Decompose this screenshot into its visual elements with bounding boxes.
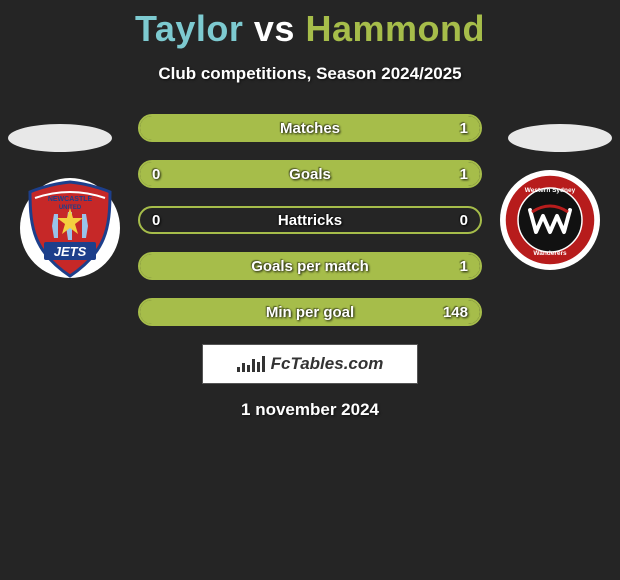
stat-row: 0Hattricks0 <box>138 206 482 234</box>
watermark-text: FcTables.com <box>271 354 384 374</box>
stat-row: 0Goals1 <box>138 160 482 188</box>
title: Taylor vs Hammond <box>0 8 620 50</box>
watermark: FcTables.com <box>202 344 418 384</box>
stat-row: Min per goal148 <box>138 298 482 326</box>
vs-text: vs <box>254 8 295 49</box>
stat-label: Goals <box>140 166 480 183</box>
player1-name: Taylor <box>135 8 243 49</box>
stat-label: Goals per match <box>140 258 480 275</box>
stat-label: Matches <box>140 120 480 137</box>
date: 1 november 2024 <box>0 400 620 420</box>
stat-label: Hattricks <box>140 212 480 229</box>
stat-value-right: 148 <box>443 304 468 321</box>
stat-row: Goals per match1 <box>138 252 482 280</box>
player2-name: Hammond <box>305 8 485 49</box>
stat-label: Min per goal <box>140 304 480 321</box>
stat-value-right: 1 <box>460 258 468 275</box>
stat-value-right: 1 <box>460 120 468 137</box>
stat-value-right: 0 <box>460 212 468 229</box>
comparison-card: Taylor vs Hammond Club competitions, Sea… <box>0 0 620 580</box>
subtitle: Club competitions, Season 2024/2025 <box>0 64 620 84</box>
stats-list: Matches10Goals10Hattricks0Goals per matc… <box>0 114 620 326</box>
stat-row: Matches1 <box>138 114 482 142</box>
bars-icon <box>237 356 265 372</box>
stat-value-right: 1 <box>460 166 468 183</box>
